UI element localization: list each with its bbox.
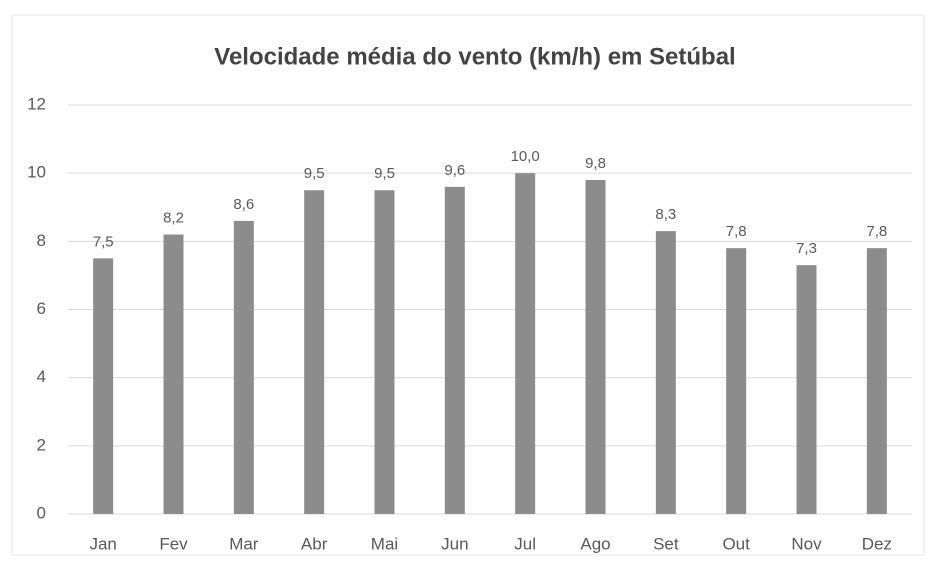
bar xyxy=(866,248,887,514)
bar xyxy=(796,265,817,514)
y-tick-label: 4 xyxy=(37,367,46,386)
bar xyxy=(233,220,254,514)
data-label: 7,8 xyxy=(866,223,887,240)
bar xyxy=(655,231,676,514)
x-tick-label: Jul xyxy=(514,534,536,553)
bar xyxy=(163,234,184,514)
data-label: 8,6 xyxy=(233,196,254,213)
data-label: 7,3 xyxy=(796,240,817,257)
x-tick-label: Jun xyxy=(441,534,468,553)
bar xyxy=(726,248,747,514)
x-tick-label: Abr xyxy=(301,534,328,553)
chart-border xyxy=(11,14,925,556)
x-tick-label: Set xyxy=(653,534,679,553)
x-tick-label: Nov xyxy=(791,534,822,553)
x-tick-label: Out xyxy=(722,534,750,553)
data-label: 7,8 xyxy=(726,223,747,240)
y-tick-label: 2 xyxy=(37,435,46,454)
x-tick-label: Mar xyxy=(229,534,259,553)
data-label: 9,6 xyxy=(444,162,465,179)
data-label: 10,0 xyxy=(511,148,540,165)
bar xyxy=(93,258,114,514)
data-label: 9,5 xyxy=(304,165,325,182)
data-label: 8,2 xyxy=(163,209,184,226)
y-tick-label: 8 xyxy=(37,231,46,250)
y-tick-label: 6 xyxy=(37,299,46,318)
bar xyxy=(444,186,465,515)
data-label: 9,5 xyxy=(374,165,395,182)
y-tick-label: 10 xyxy=(27,163,46,182)
x-tick-label: Fev xyxy=(159,534,188,553)
x-tick-label: Dez xyxy=(862,534,892,553)
y-tick-label: 12 xyxy=(27,94,46,113)
data-label: 9,8 xyxy=(585,155,606,172)
bar xyxy=(585,179,606,514)
x-tick-label: Jan xyxy=(89,534,116,553)
bar xyxy=(515,173,536,514)
y-tick-label: 0 xyxy=(37,503,46,522)
x-tick-label: Mai xyxy=(371,534,398,553)
bar xyxy=(374,190,395,515)
x-tick-label: Ago xyxy=(580,534,610,553)
data-label: 8,3 xyxy=(655,206,676,223)
data-label: 7,5 xyxy=(93,233,114,250)
bar xyxy=(304,190,325,515)
chart-title: Velocidade média do vento (km/h) em Setú… xyxy=(214,43,735,70)
